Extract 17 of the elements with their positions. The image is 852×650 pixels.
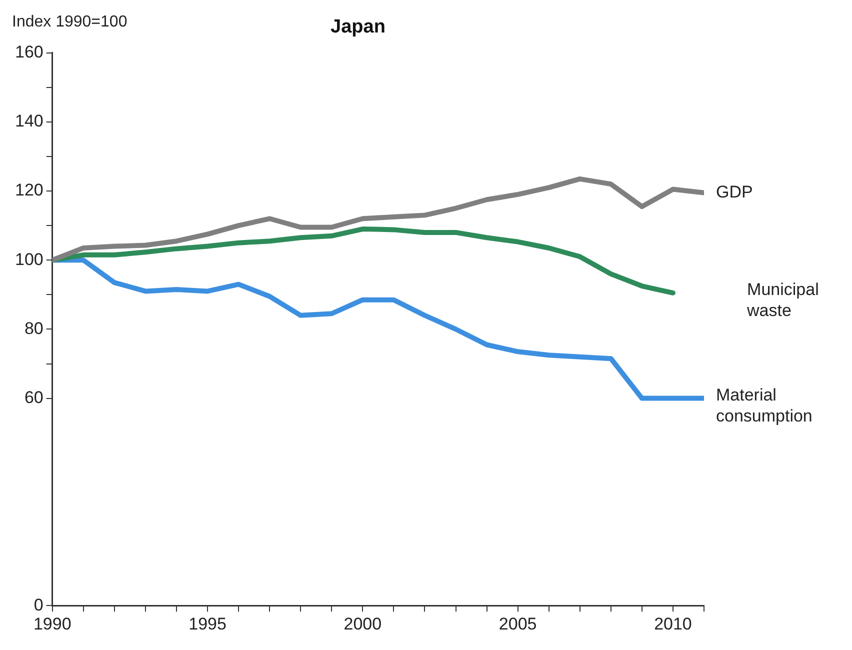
x-tick-label: 2010 — [654, 614, 692, 634]
series-label: GDP — [716, 182, 753, 202]
y-tick-label: 140 — [14, 112, 44, 131]
chart-title: Japan — [330, 16, 386, 38]
y-tick-label: 0 — [34, 595, 44, 614]
text: Municipal waste — [746, 280, 819, 320]
x-tick-label: 1990 — [33, 614, 72, 634]
y-tick-label: 60 — [24, 388, 44, 407]
y-tick-label: 80 — [24, 318, 44, 338]
x-tick-label: 1995 — [188, 614, 226, 634]
y-axis-title: Index 1990=100 — [12, 13, 128, 30]
y-tick-label: 120 — [14, 180, 44, 200]
series-label: Material consumption — [716, 385, 812, 426]
x-tick-label: 2000 — [344, 614, 382, 634]
y-tick-label: 100 — [14, 250, 44, 269]
y-tick-label: 160 — [14, 42, 44, 62]
x-tick-label: 2005 — [498, 614, 537, 634]
